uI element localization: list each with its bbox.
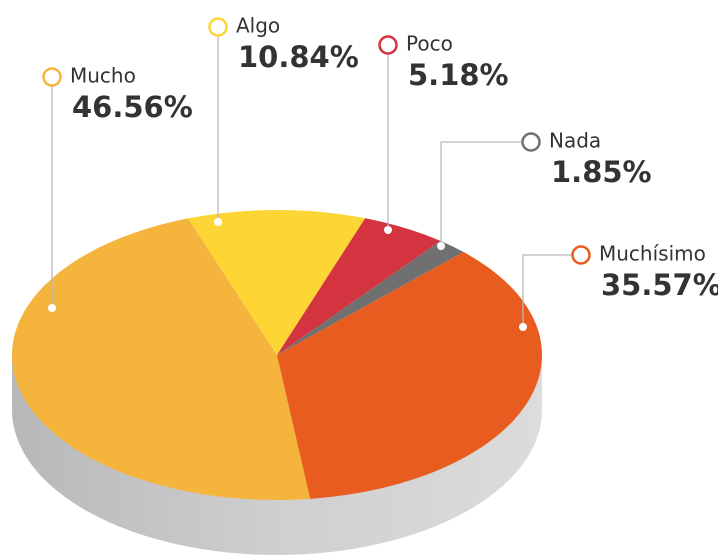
pie-slice xyxy=(277,218,441,355)
pie-slice xyxy=(277,240,464,355)
pie-slice xyxy=(277,252,543,499)
leader-dot xyxy=(437,242,445,250)
leader-dot xyxy=(48,304,56,312)
value-label: 1.85% xyxy=(551,155,652,189)
value-label: 10.84% xyxy=(238,40,359,74)
legend-marker xyxy=(378,35,398,55)
value-label: 35.57% xyxy=(601,268,718,302)
leader-dot xyxy=(214,218,222,226)
value-label: 5.18% xyxy=(408,58,509,92)
leader-dot xyxy=(384,226,392,234)
pie-slice xyxy=(12,218,311,500)
leader-line xyxy=(440,141,522,246)
category-label: Muchísimo xyxy=(599,242,706,266)
category-label: Nada xyxy=(549,129,601,153)
legend-marker xyxy=(571,245,591,265)
category-label: Mucho xyxy=(70,64,136,88)
leader-line xyxy=(522,254,572,327)
category-label: Algo xyxy=(236,14,280,38)
leader-dot xyxy=(519,323,527,331)
pie-slice xyxy=(188,210,366,355)
legend-marker xyxy=(521,132,541,152)
value-label: 46.56% xyxy=(72,90,193,124)
category-label: Poco xyxy=(406,32,453,56)
legend-marker xyxy=(208,17,228,37)
legend-marker xyxy=(42,67,62,87)
